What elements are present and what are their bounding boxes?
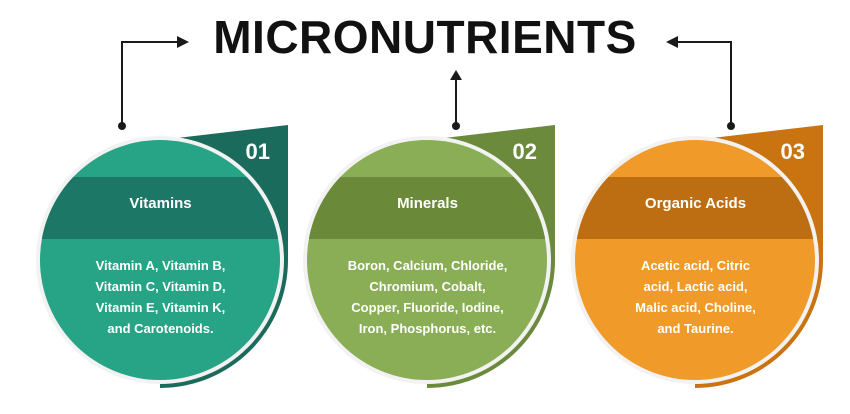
desc-line: Iron, Phosphorus, etc. bbox=[358, 321, 497, 336]
desc-line: acid, Lactic acid, bbox=[643, 279, 748, 294]
card-vitamins-shape bbox=[36, 125, 288, 388]
card-title: Organic Acids bbox=[644, 195, 747, 212]
desc-line: Boron, Calcium, Chloride, bbox=[347, 258, 508, 273]
page-title: MICRONUTRIENTS bbox=[0, 2, 850, 72]
card-number: 02 bbox=[512, 139, 537, 164]
card-description: Vitamin A, Vitamin B, Vitamin C, Vitamin… bbox=[73, 255, 248, 339]
card-title: Minerals bbox=[397, 195, 458, 212]
desc-line: and Carotenoids. bbox=[107, 321, 214, 336]
card-number: 01 bbox=[245, 139, 270, 164]
card-minerals-shape bbox=[303, 125, 555, 388]
card-vitamins: 01 Vitamins Vitamin A, Vitamin B, Vitami… bbox=[33, 125, 288, 390]
desc-line: Vitamin C, Vitamin D, bbox=[95, 279, 226, 294]
card-description: Boron, Calcium, Chloride, Chromium, Coba… bbox=[340, 255, 515, 339]
desc-line: Copper, Fluoride, Iodine, bbox=[351, 300, 504, 315]
card-organic-acids: 03 Organic Acids Acetic acid, Citric aci… bbox=[568, 125, 823, 390]
card-minerals: 02 Minerals Boron, Calcium, Chloride, Ch… bbox=[300, 125, 555, 390]
desc-line: Chromium, Cobalt, bbox=[369, 279, 486, 294]
card-organic-acids-shape bbox=[571, 125, 823, 388]
card-title: Vitamins bbox=[129, 195, 192, 212]
desc-line: and Taurine. bbox=[657, 321, 734, 336]
card-number: 03 bbox=[780, 139, 805, 164]
desc-line: Acetic acid, Citric bbox=[640, 258, 751, 273]
desc-line: Vitamin E, Vitamin K, bbox=[95, 300, 226, 315]
card-description: Acetic acid, Citric acid, Lactic acid, M… bbox=[608, 255, 783, 339]
desc-line: Malic acid, Choline, bbox=[635, 300, 756, 315]
desc-line: Vitamin A, Vitamin B, bbox=[95, 258, 226, 273]
